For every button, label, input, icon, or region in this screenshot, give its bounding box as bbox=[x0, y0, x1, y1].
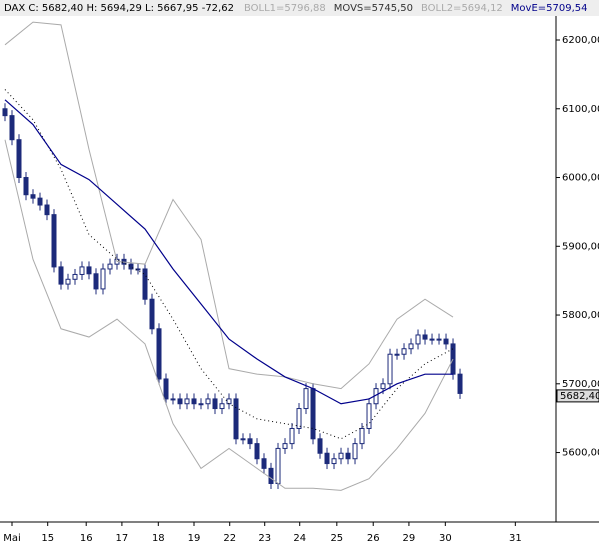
candle-body bbox=[289, 427, 295, 445]
y-tick-label: 5900,00 bbox=[562, 241, 599, 252]
x-tick-label: 16 bbox=[80, 533, 93, 544]
x-tick-label: 26 bbox=[367, 533, 380, 544]
y-tick-label: 5800,00 bbox=[562, 310, 599, 321]
candle-body bbox=[184, 398, 190, 405]
last-price-box bbox=[556, 389, 599, 403]
candle-body bbox=[331, 458, 337, 465]
candle-body bbox=[457, 373, 463, 394]
x-tick-label: 25 bbox=[330, 533, 343, 544]
legend-entry: MovE=5709,54 bbox=[511, 3, 588, 14]
candle-body bbox=[275, 447, 281, 484]
candle-body bbox=[44, 204, 50, 216]
candle-body bbox=[352, 443, 358, 460]
candle-body bbox=[415, 334, 421, 345]
chart-title: DAX C: 5682,40 H: 5694,29 L: 5667,95 -72… bbox=[4, 3, 234, 14]
x-tick-label: 23 bbox=[258, 533, 271, 544]
candle-body bbox=[128, 263, 134, 270]
candle-body bbox=[142, 268, 148, 300]
y-tick-label: 5700,00 bbox=[562, 379, 599, 390]
candle-body bbox=[177, 398, 183, 405]
candle-body bbox=[429, 338, 435, 341]
candle-body bbox=[191, 398, 197, 405]
candle-body bbox=[401, 348, 407, 355]
candle-body bbox=[79, 266, 85, 275]
candle-body bbox=[394, 353, 400, 356]
candle-body bbox=[72, 273, 78, 280]
candle-body bbox=[387, 353, 393, 385]
x-tick-label: 18 bbox=[152, 533, 165, 544]
candle-body bbox=[16, 139, 22, 179]
x-tick-label: 29 bbox=[403, 533, 416, 544]
candle-body bbox=[156, 328, 162, 380]
x-tick-label: 15 bbox=[41, 533, 54, 544]
indicator-line bbox=[4, 99, 454, 405]
candle-body bbox=[198, 403, 204, 406]
candle-body bbox=[23, 177, 29, 196]
candle-body bbox=[205, 398, 211, 405]
candle-body bbox=[212, 398, 218, 410]
y-tick-label: 6200,00 bbox=[562, 35, 599, 46]
candle-body bbox=[338, 452, 344, 460]
x-tick-label: 24 bbox=[293, 533, 306, 544]
candle-body bbox=[436, 338, 442, 341]
indicator-line bbox=[4, 89, 454, 440]
header-bar bbox=[0, 0, 599, 16]
x-tick-label: Mai bbox=[3, 533, 21, 544]
candle-body bbox=[366, 403, 372, 429]
candle-body bbox=[408, 343, 414, 350]
y-tick-label: 6100,00 bbox=[562, 104, 599, 115]
candle-body bbox=[254, 443, 260, 460]
candle-body bbox=[247, 438, 253, 445]
x-tick-label: 17 bbox=[116, 533, 129, 544]
candle-body bbox=[233, 398, 239, 440]
candle-body bbox=[345, 452, 351, 460]
candle-body bbox=[9, 115, 15, 141]
legend-entry: BOLL1=5796,88 bbox=[244, 3, 326, 14]
candle-body bbox=[422, 334, 428, 340]
candle-body bbox=[58, 266, 64, 285]
candle-body bbox=[219, 403, 225, 410]
candle-body bbox=[2, 108, 8, 117]
y-tick-label: 6000,00 bbox=[562, 173, 599, 184]
y-tick-label: 5600,00 bbox=[562, 448, 599, 459]
candle-body bbox=[317, 438, 323, 454]
legend-entry: MOVS=5745,50 bbox=[334, 3, 413, 14]
candle-body bbox=[303, 388, 309, 410]
candle-body bbox=[268, 467, 274, 484]
x-tick-label: 22 bbox=[223, 533, 236, 544]
candle-body bbox=[86, 266, 92, 275]
candle-body bbox=[107, 263, 113, 270]
candle-body bbox=[261, 458, 267, 469]
candle-body bbox=[163, 378, 169, 400]
candle-body bbox=[93, 273, 99, 290]
x-tick-label: 30 bbox=[439, 533, 452, 544]
candle-body bbox=[100, 268, 106, 290]
candle-body bbox=[380, 383, 386, 390]
candle-body bbox=[359, 427, 365, 445]
candle-body bbox=[296, 408, 302, 429]
candle-body bbox=[37, 197, 43, 206]
candle-body bbox=[443, 338, 449, 345]
candle-body bbox=[282, 443, 288, 449]
candle-body bbox=[240, 438, 246, 441]
indicator-line bbox=[4, 21, 454, 390]
candle-body bbox=[30, 194, 36, 199]
candle-body bbox=[65, 278, 71, 285]
candle-body bbox=[149, 298, 155, 330]
indicator-line bbox=[4, 139, 454, 491]
legend-entry: BOLL2=5694,12 bbox=[421, 3, 503, 14]
candle-body bbox=[310, 388, 316, 440]
candle-body bbox=[324, 452, 330, 465]
last-price-label: 5682,40 bbox=[560, 391, 599, 402]
candle-body bbox=[170, 398, 176, 401]
x-tick-label: 31 bbox=[509, 533, 522, 544]
candle-body bbox=[51, 214, 57, 268]
x-tick-label: 19 bbox=[188, 533, 201, 544]
